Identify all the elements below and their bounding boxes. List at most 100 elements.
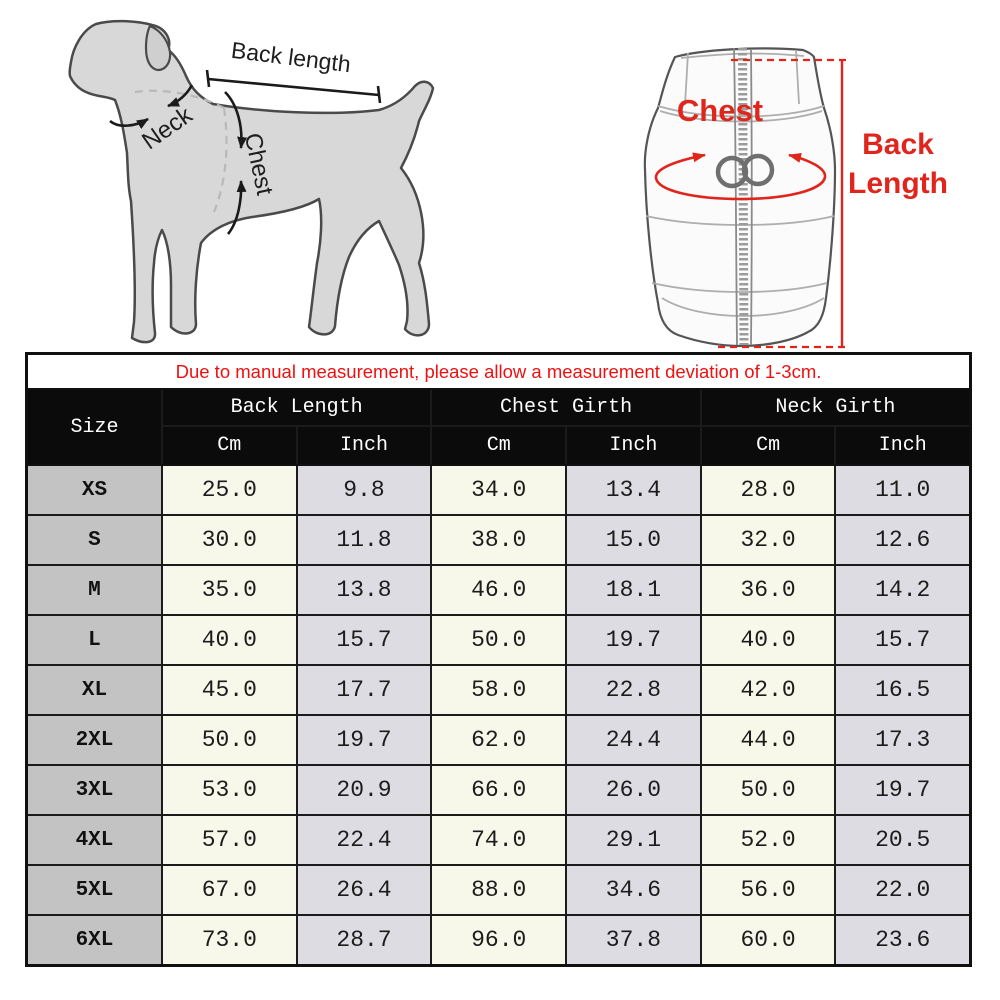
size-cell: S <box>25 514 163 566</box>
value-cell: 20.5 <box>834 814 972 866</box>
size-column-header: Size <box>25 388 163 466</box>
size-cell: 6XL <box>25 914 163 967</box>
value-cell: 20.9 <box>295 764 433 816</box>
value-cell: 96.0 <box>430 914 568 967</box>
value-cell: 56.0 <box>699 864 837 916</box>
value-cell: 40.0 <box>699 614 837 666</box>
chest-arrow-down <box>224 91 248 149</box>
value-cell: 52.0 <box>699 814 837 866</box>
value-cell: 67.0 <box>160 864 298 916</box>
unit-header-inch: Inch <box>295 425 433 466</box>
unit-header-inch: Inch <box>834 425 972 466</box>
size-cell: XL <box>25 664 163 716</box>
value-cell: 38.0 <box>430 514 568 566</box>
size-cell: 3XL <box>25 764 163 816</box>
value-cell: 9.8 <box>295 464 433 516</box>
value-cell: 57.0 <box>160 814 298 866</box>
value-cell: 17.3 <box>834 714 972 766</box>
back-length-group-header: Back Length <box>160 388 433 427</box>
value-cell: 11.0 <box>834 464 972 516</box>
value-cell: 28.7 <box>295 914 433 967</box>
value-cell: 19.7 <box>565 614 702 666</box>
neck-dashed-guide <box>134 89 225 109</box>
notice-row: Due to manual measurement, please allow … <box>25 352 972 390</box>
value-cell: 50.0 <box>430 614 568 666</box>
back-length-dimension-line <box>205 69 382 104</box>
table-row: S 30.0 11.8 38.0 15.0 32.0 12.6 <box>25 514 972 566</box>
vest-back-length-label-line1: Back <box>862 128 934 161</box>
value-cell: 66.0 <box>430 764 568 816</box>
value-cell: 37.8 <box>565 914 702 967</box>
chest-girth-group-header: Chest Girth <box>430 388 702 427</box>
value-cell: 15.7 <box>295 614 433 666</box>
unit-header-cm: Cm <box>699 425 837 466</box>
unit-header-cm: Cm <box>160 425 298 466</box>
value-cell: 44.0 <box>699 714 837 766</box>
size-chart-table: Due to manual measurement, please allow … <box>25 352 972 967</box>
value-cell: 30.0 <box>160 514 298 566</box>
unit-header-cm: Cm <box>430 425 568 466</box>
value-cell: 62.0 <box>430 714 568 766</box>
size-cell: 2XL <box>25 714 163 766</box>
value-cell: 19.7 <box>834 764 972 816</box>
value-cell: 29.1 <box>565 814 702 866</box>
value-cell: 28.0 <box>699 464 837 516</box>
table-row: L 40.0 15.7 50.0 19.7 40.0 15.7 <box>25 614 972 666</box>
table-row: 2XL 50.0 19.7 62.0 24.4 44.0 17.3 <box>25 714 972 766</box>
value-cell: 25.0 <box>160 464 298 516</box>
table-row: 3XL 53.0 20.9 66.0 26.0 50.0 19.7 <box>25 764 972 816</box>
vest-chest-label: Chest <box>677 93 763 128</box>
chest-girth-arrow <box>654 152 827 201</box>
value-cell: 23.6 <box>834 914 972 967</box>
size-cell: M <box>25 564 163 616</box>
value-cell: 50.0 <box>699 764 837 816</box>
value-cell: 45.0 <box>160 664 298 716</box>
value-cell: 34.0 <box>430 464 568 516</box>
size-cell: 4XL <box>25 814 163 866</box>
value-cell: 13.4 <box>565 464 702 516</box>
value-cell: 42.0 <box>699 664 837 716</box>
size-chart: Due to manual measurement, please allow … <box>25 352 972 967</box>
neck-arrow-upper <box>167 84 194 108</box>
table-row: 4XL 57.0 22.4 74.0 29.1 52.0 20.5 <box>25 814 972 866</box>
value-cell: 11.8 <box>295 514 433 566</box>
back-length-dimension <box>718 58 849 349</box>
value-cell: 14.2 <box>834 564 972 616</box>
value-cell: 34.6 <box>565 864 702 916</box>
value-cell: 73.0 <box>160 914 298 967</box>
dog-silhouette <box>68 19 435 344</box>
neck-arrow-lower <box>109 117 149 130</box>
value-cell: 24.4 <box>565 714 702 766</box>
value-cell: 15.7 <box>834 614 972 666</box>
table-row: 5XL 67.0 26.4 88.0 34.6 56.0 22.0 <box>25 864 972 916</box>
chest-arrow-up <box>226 180 247 235</box>
size-cell: L <box>25 614 163 666</box>
value-cell: 50.0 <box>160 714 298 766</box>
measurement-notice: Due to manual measurement, please allow … <box>25 352 972 390</box>
value-cell: 22.0 <box>834 864 972 916</box>
value-cell: 13.8 <box>295 564 433 616</box>
unit-header-inch: Inch <box>565 425 702 466</box>
value-cell: 22.8 <box>565 664 702 716</box>
value-cell: 40.0 <box>160 614 298 666</box>
table-row: 6XL 73.0 28.7 96.0 37.8 60.0 23.6 <box>25 914 972 967</box>
value-cell: 60.0 <box>699 914 837 967</box>
value-cell: 15.0 <box>565 514 702 566</box>
value-cell: 74.0 <box>430 814 568 866</box>
value-cell: 19.7 <box>295 714 433 766</box>
value-cell: 58.0 <box>430 664 568 716</box>
dog-ear <box>144 24 172 72</box>
value-cell: 36.0 <box>699 564 837 616</box>
size-cell: XS <box>25 464 163 516</box>
group-header-row: Size Back Length Chest Girth Neck Girth <box>25 388 972 466</box>
value-cell: 17.7 <box>295 664 433 716</box>
vest-outline <box>643 47 837 348</box>
vest-measurement-diagram: Chest Back Length <box>643 47 948 349</box>
value-cell: 88.0 <box>430 864 568 916</box>
dog-back-length-label: Back length <box>230 37 352 77</box>
value-cell: 22.4 <box>295 814 433 866</box>
value-cell: 53.0 <box>160 764 298 816</box>
neck-girth-group-header: Neck Girth <box>699 388 972 427</box>
table-row: XL 45.0 17.7 58.0 22.8 42.0 16.5 <box>25 664 972 716</box>
